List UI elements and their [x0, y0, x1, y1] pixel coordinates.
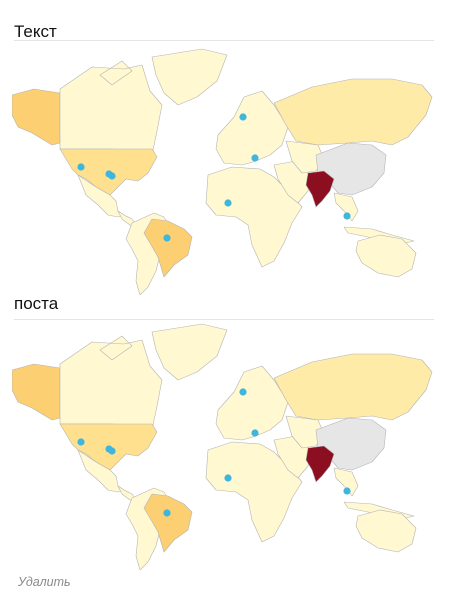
region-canada[interactable] — [59, 60, 163, 156]
location-dot-icon[interactable] — [224, 199, 232, 207]
region-australia[interactable] — [355, 234, 417, 278]
region-central-asia[interactable] — [285, 140, 325, 174]
location-dot-icon[interactable] — [163, 509, 171, 517]
location-dot-icon[interactable] — [77, 438, 85, 446]
location-dot-icon[interactable] — [239, 388, 247, 396]
section-title: поста — [14, 294, 59, 313]
region-alaska[interactable] — [12, 363, 61, 421]
location-dot-icon[interactable] — [251, 154, 259, 162]
region-australia[interactable] — [355, 509, 417, 553]
region-africa[interactable] — [205, 441, 303, 543]
region-india[interactable] — [305, 170, 335, 208]
region-russia[interactable] — [273, 353, 433, 421]
region-india[interactable] — [305, 445, 335, 483]
region-brazil[interactable] — [143, 493, 193, 553]
location-dot-icon[interactable] — [239, 113, 247, 121]
location-dot-icon[interactable] — [251, 429, 259, 437]
divider — [14, 319, 434, 320]
delete-link[interactable]: Удалить — [18, 575, 71, 589]
location-dot-icon[interactable] — [163, 234, 171, 242]
region-brazil[interactable] — [143, 218, 193, 278]
location-dot-icon[interactable] — [77, 163, 85, 171]
region-greenland[interactable] — [151, 48, 228, 106]
region-alaska[interactable] — [12, 88, 61, 146]
region-central-asia[interactable] — [285, 415, 325, 449]
section-title: Текст — [14, 22, 57, 41]
region-russia[interactable] — [273, 78, 433, 146]
region-europe[interactable] — [215, 90, 289, 166]
location-dot-icon[interactable] — [224, 474, 232, 482]
location-dot-icon[interactable] — [343, 487, 351, 495]
region-greenland[interactable] — [151, 323, 228, 381]
location-dot-icon[interactable] — [108, 172, 116, 180]
location-dot-icon[interactable] — [343, 212, 351, 220]
location-dot-icon[interactable] — [108, 447, 116, 455]
world-map[interactable] — [12, 320, 434, 570]
region-africa[interactable] — [205, 166, 303, 268]
divider — [14, 40, 434, 41]
region-europe[interactable] — [215, 365, 289, 441]
world-map[interactable] — [12, 45, 434, 295]
